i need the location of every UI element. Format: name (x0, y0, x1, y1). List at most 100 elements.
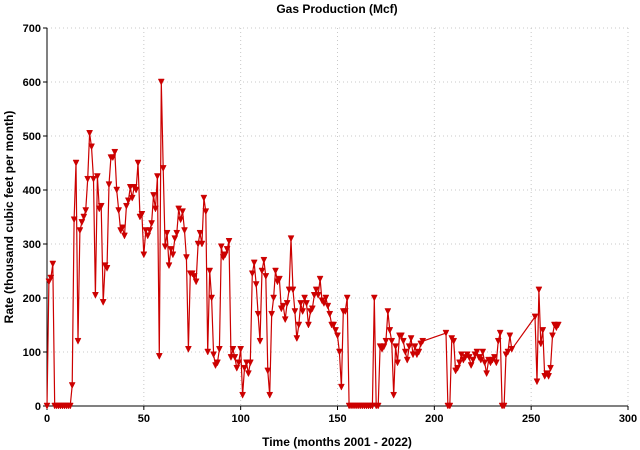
data-point (483, 370, 491, 378)
data-point (496, 329, 504, 337)
data-point (132, 186, 140, 194)
data-point (47, 274, 55, 282)
x-tick-label-0: 0 (44, 413, 50, 425)
data-point (134, 159, 142, 167)
data-point (177, 216, 185, 224)
data-point (169, 251, 177, 259)
x-axis-ticks: 0 50 100 150 200 250 300 (44, 406, 637, 425)
data-point (148, 220, 155, 228)
data-point (508, 346, 516, 353)
data-point (401, 348, 409, 356)
data-point (531, 313, 539, 321)
data-point (239, 391, 247, 399)
data-point (124, 197, 132, 205)
data-point (330, 321, 338, 329)
data-point (343, 294, 351, 302)
y-tick-label-4: 400 (23, 185, 41, 197)
data-point (49, 260, 57, 268)
data-point (442, 329, 450, 337)
data-point (399, 337, 407, 345)
data-point (469, 356, 477, 364)
data-point (272, 267, 279, 275)
x-tick-label-4: 200 (425, 413, 443, 425)
data-point (535, 286, 543, 294)
data-point (121, 232, 128, 240)
data-point (415, 348, 423, 356)
data-point (74, 337, 82, 345)
data-point (303, 300, 310, 307)
data-point (99, 299, 107, 306)
data-point (111, 148, 119, 156)
data-point (504, 348, 512, 356)
data-point (92, 292, 99, 299)
data-point (492, 359, 500, 367)
data-point (326, 310, 334, 318)
data-point (208, 294, 216, 302)
data-point (322, 294, 330, 302)
data-point (161, 243, 169, 251)
data-series (43, 78, 562, 410)
data-point (384, 308, 392, 316)
data-point (204, 348, 212, 356)
data-point (146, 227, 154, 235)
data-point (405, 343, 413, 351)
y-tick-label-6: 600 (23, 77, 41, 89)
data-point (68, 382, 76, 390)
data-point (43, 402, 51, 410)
data-point (450, 337, 458, 345)
data-point (506, 332, 514, 340)
data-point (217, 243, 225, 251)
data-point (229, 346, 237, 353)
data-point (554, 321, 562, 329)
data-point (291, 308, 299, 316)
data-point (122, 202, 130, 210)
data-point (293, 335, 301, 343)
data-point (407, 335, 415, 343)
data-point (210, 351, 217, 359)
y-tick-label-5: 500 (23, 131, 41, 143)
data-point (76, 227, 84, 235)
data-point (246, 359, 254, 367)
data-point (215, 346, 223, 353)
data-point (258, 267, 266, 275)
x-tick-label-3: 150 (328, 413, 346, 425)
data-point (374, 402, 382, 410)
data-point (72, 159, 80, 167)
data-point (183, 254, 190, 262)
data-point (202, 208, 210, 216)
data-point (173, 229, 181, 237)
data-point (456, 359, 463, 367)
data-point (241, 364, 248, 372)
data-point (490, 354, 498, 361)
data-point (473, 348, 481, 356)
data-point (231, 354, 239, 361)
data-point (392, 343, 400, 351)
data-point (270, 294, 277, 302)
data-point (235, 359, 243, 367)
data-point (88, 143, 95, 151)
data-point (316, 275, 324, 283)
data-point (190, 273, 198, 280)
data-point (78, 219, 86, 226)
data-point (221, 251, 229, 259)
data-point (97, 202, 105, 210)
data-point (266, 391, 274, 399)
data-point (314, 292, 322, 299)
data-point (332, 327, 339, 334)
data-point (308, 305, 316, 313)
data-point (214, 359, 221, 367)
y-tick-label-2: 200 (23, 293, 41, 305)
data-point (140, 251, 148, 259)
data-point (66, 402, 74, 410)
data-point (80, 213, 88, 221)
data-point (547, 364, 554, 372)
data-point (500, 402, 508, 410)
data-point (411, 343, 419, 351)
data-point (312, 286, 320, 294)
chart-title: Gas Production (Mcf) (276, 2, 397, 16)
data-point (336, 348, 343, 356)
data-point (223, 246, 231, 253)
data-point (370, 294, 378, 302)
data-point (155, 353, 163, 360)
